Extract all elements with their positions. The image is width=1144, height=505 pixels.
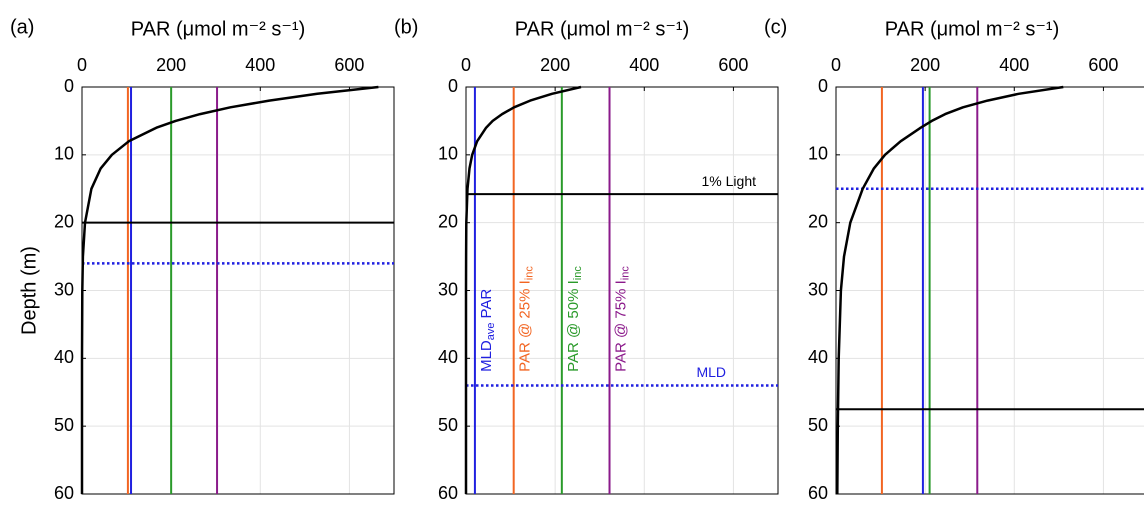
y-tick-label: 0 [448, 76, 458, 96]
y-tick-label: 10 [438, 144, 458, 164]
reference-label: PAR @ 50% Iinc [565, 266, 584, 372]
reference-label: 1% Light [702, 173, 757, 189]
panel-label: (a) [10, 16, 34, 38]
panel: 0 200 400 600 0 10 20 30 40 50 60 (c) PAR (μmol m⁻² … [764, 16, 1144, 503]
y-tick-label: 60 [808, 483, 828, 503]
reference-label: MLDave PAR [478, 289, 497, 372]
label-part: PAR [478, 289, 495, 319]
panel: 0 200 400 600 0 10 20 30 40 50 60 (a) PAR (μmol m⁻² … [10, 16, 395, 503]
reference-label: PAR @ 75% Iinc [612, 266, 631, 372]
panel: 0 200 400 600 0 10 20 30 40 50 60 (b) PAR (μmol m⁻² … [394, 16, 779, 503]
y-tick-label: 30 [808, 279, 828, 299]
x-tick-label: 400 [999, 55, 1029, 75]
y-tick-label: 40 [54, 347, 74, 367]
y-tick-label: 60 [438, 483, 458, 503]
y-tick-label: 50 [54, 415, 74, 435]
y-tick-label: 0 [64, 76, 74, 96]
label-part: MLD [478, 340, 495, 372]
x-tick-label: 0 [831, 55, 841, 75]
x-tick-label: 400 [629, 55, 659, 75]
panel-label: (c) [764, 16, 787, 38]
x-axis-title: PAR (μmol m⁻² s⁻¹) [885, 18, 1059, 40]
y-tick-label: 60 [54, 483, 74, 503]
y-tick-label: 20 [438, 211, 458, 231]
plot-frame [835, 86, 1144, 495]
y-tick-label: 20 [808, 211, 828, 231]
panel-label: (b) [394, 16, 418, 38]
x-tick-label: 0 [77, 55, 87, 75]
x-tick-label: 200 [910, 55, 940, 75]
x-tick-label: 600 [334, 55, 364, 75]
profile-line [464, 85, 582, 494]
y-tick-label: 20 [54, 211, 74, 231]
label-part: ave [485, 322, 497, 340]
label-part: PAR @ 75% I [612, 280, 629, 372]
x-tick-label: 0 [461, 55, 471, 75]
y-tick-label: 0 [818, 76, 828, 96]
y-tick-label: 50 [808, 415, 828, 435]
profile-line [836, 85, 1064, 495]
y-tick-label: 10 [808, 144, 828, 164]
y-axis-title: Depth (m) [18, 246, 40, 335]
x-tick-label: 200 [540, 55, 570, 75]
reference-label: PAR @ 25% Iinc [517, 266, 536, 372]
x-tick-label: 400 [245, 55, 275, 75]
x-tick-label: 600 [718, 55, 748, 75]
label-part: inc [619, 266, 631, 281]
label-part: inc [572, 266, 584, 281]
label-part: PAR @ 25% I [517, 280, 534, 372]
label-part: inc [524, 266, 536, 281]
label-part: PAR @ 50% I [565, 280, 582, 372]
y-tick-label: 10 [54, 144, 74, 164]
x-tick-label: 600 [1088, 55, 1118, 75]
profile-line [80, 85, 379, 494]
y-tick-label: 40 [808, 347, 828, 367]
reference-label: MLD [696, 364, 726, 380]
y-tick-label: 40 [438, 347, 458, 367]
y-tick-label: 50 [438, 415, 458, 435]
x-axis-title: PAR (μmol m⁻² s⁻¹) [515, 18, 689, 40]
y-tick-label: 30 [54, 279, 74, 299]
x-tick-label: 200 [156, 55, 186, 75]
x-axis-title: PAR (μmol m⁻² s⁻¹) [131, 18, 305, 40]
y-tick-label: 30 [438, 279, 458, 299]
